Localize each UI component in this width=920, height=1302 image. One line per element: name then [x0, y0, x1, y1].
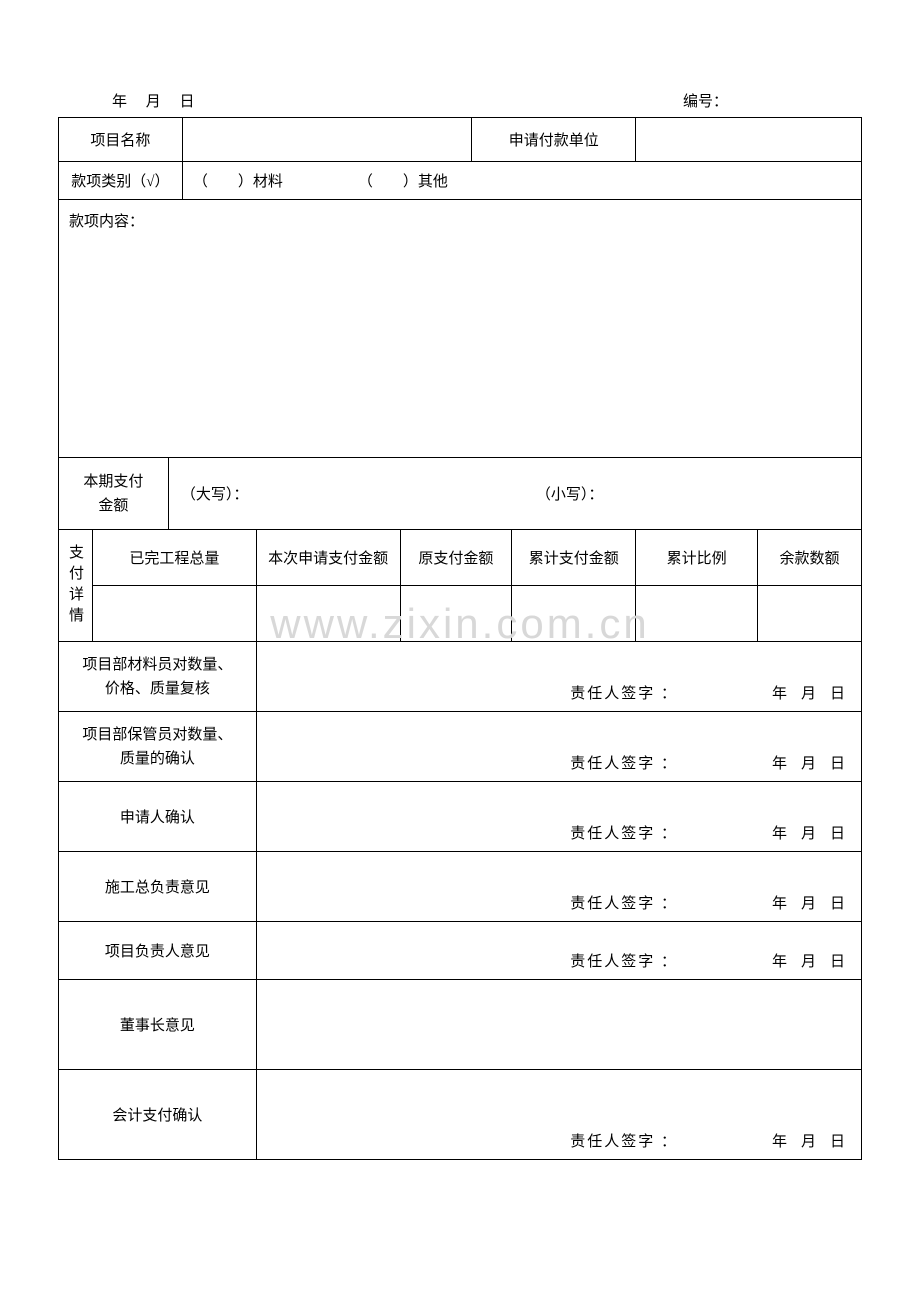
row-approval-7: 会计支付确认 责任人签字 ： 年 月 日 [59, 1070, 862, 1160]
details-val3[interactable] [400, 586, 512, 642]
row-category: 款项类别（√） （ ）材料 （ ）其他 [59, 162, 862, 200]
sig-day: 日 [830, 822, 845, 843]
approval-5-label: 项目负责人意见 [59, 922, 257, 980]
sig-label: 责任人签字 ： [570, 1130, 678, 1151]
approval-6-sig[interactable] [256, 980, 861, 1070]
approval-7-sig[interactable]: 责任人签字 ： 年 月 日 [256, 1070, 861, 1160]
sig-month: 月 [801, 892, 816, 913]
approval-2-label: 项目部保管员对数量、 质量的确认 [59, 712, 257, 782]
approval-1-line1: 项目部材料员对数量、 [65, 653, 250, 677]
sig-day: 日 [830, 1130, 845, 1151]
row-approval-1: 项目部材料员对数量、 价格、质量复核 责任人签字 ： 年 月 日 [59, 642, 862, 712]
approval-1-line2: 价格、质量复核 [65, 677, 250, 701]
row-amount: 本期支付 金额 （大写）： （小写）： [59, 458, 862, 530]
approval-4-sig[interactable]: 责任人签字 ： 年 月 日 [256, 852, 861, 922]
sig-day: 日 [830, 752, 845, 773]
project-name-label: 项目名称 [59, 118, 183, 162]
details-header: 支付详情 [59, 530, 93, 642]
approval-3-label: 申请人确认 [59, 782, 257, 852]
details-val4[interactable] [512, 586, 636, 642]
daxie-label: （大写）： [181, 487, 249, 503]
header-date: 年 月 日 [62, 90, 195, 111]
content-label: 款项内容： [69, 214, 144, 230]
approval-2-line2: 质量的确认 [65, 747, 250, 771]
serial-label: 编号： [683, 94, 728, 110]
approval-6-label: 董事长意见 [59, 980, 257, 1070]
day-label: 日 [180, 94, 195, 110]
sig-year: 年 [772, 1130, 787, 1151]
sig-day: 日 [830, 950, 845, 971]
amount-label-line2: 金额 [65, 494, 162, 518]
row-approval-4: 施工总负责意见 责任人签字 ： 年 月 日 [59, 852, 862, 922]
sig-label: 责任人签字 ： [570, 892, 678, 913]
details-val1[interactable] [93, 586, 257, 642]
row-approval-2: 项目部保管员对数量、 质量的确认 责任人签字 ： 年 月 日 [59, 712, 862, 782]
header-serial: 编号： [683, 90, 858, 111]
apply-unit-value[interactable] [636, 118, 862, 162]
sig-year: 年 [772, 822, 787, 843]
details-col4: 累计支付金额 [512, 530, 636, 586]
sig-day: 日 [830, 892, 845, 913]
sig-year: 年 [772, 892, 787, 913]
approval-2-line1: 项目部保管员对数量、 [65, 723, 250, 747]
row-project: 项目名称 申请付款单位 [59, 118, 862, 162]
content-cell[interactable]: 款项内容： [59, 200, 862, 458]
sig-month: 月 [801, 822, 816, 843]
sig-month: 月 [801, 752, 816, 773]
approval-3-sig[interactable]: 责任人签字 ： 年 月 日 [256, 782, 861, 852]
year-label: 年 [112, 94, 127, 110]
approval-4-label: 施工总负责意见 [59, 852, 257, 922]
details-col3: 原支付金额 [400, 530, 512, 586]
header-row: 年 月 日 编号： [58, 90, 862, 111]
approval-5-sig[interactable]: 责任人签字 ： 年 月 日 [256, 922, 861, 980]
amount-value[interactable]: （大写）： （小写）： [168, 458, 861, 530]
sig-month: 月 [801, 950, 816, 971]
xiaoxie-label: （小写）： [536, 487, 604, 503]
details-val5[interactable] [636, 586, 758, 642]
sig-month: 月 [801, 682, 816, 703]
category-label: 款项类别（√） [59, 162, 183, 200]
row-approval-5: 项目负责人意见 责任人签字 ： 年 月 日 [59, 922, 862, 980]
sig-label: 责任人签字 ： [570, 950, 678, 971]
apply-unit-label: 申请付款单位 [472, 118, 636, 162]
row-details-header: 支付详情 已完工程总量 本次申请支付金额 原支付金额 累计支付金额 累计比例 余… [59, 530, 862, 586]
sig-label: 责任人签字 ： [570, 752, 678, 773]
row-details-values [59, 586, 862, 642]
sig-label: 责任人签字 ： [570, 682, 678, 703]
details-col5: 累计比例 [636, 530, 758, 586]
sig-label: 责任人签字 ： [570, 822, 678, 843]
category-options[interactable]: （ ）材料 （ ）其他 [182, 162, 861, 200]
approval-1-label: 项目部材料员对数量、 价格、质量复核 [59, 642, 257, 712]
approval-2-sig[interactable]: 责任人签字 ： 年 月 日 [256, 712, 861, 782]
details-col1: 已完工程总量 [93, 530, 257, 586]
row-approval-6: 董事长意见 [59, 980, 862, 1070]
row-approval-3: 申请人确认 责任人签字 ： 年 月 日 [59, 782, 862, 852]
option-material: （ ）材料 [193, 174, 283, 190]
details-val2[interactable] [256, 586, 400, 642]
amount-label-line1: 本期支付 [65, 470, 162, 494]
month-label: 月 [146, 94, 161, 110]
details-val6[interactable] [758, 586, 862, 642]
row-content: 款项内容： [59, 200, 862, 458]
approval-1-sig[interactable]: 责任人签字 ： 年 月 日 [256, 642, 861, 712]
sig-year: 年 [772, 752, 787, 773]
details-col2: 本次申请支付金额 [256, 530, 400, 586]
sig-day: 日 [830, 682, 845, 703]
project-name-value[interactable] [182, 118, 472, 162]
amount-label: 本期支付 金额 [59, 458, 169, 530]
approval-7-label: 会计支付确认 [59, 1070, 257, 1160]
sig-year: 年 [772, 950, 787, 971]
option-other: （ ）其他 [358, 174, 448, 190]
form-table: 项目名称 申请付款单位 款项类别（√） （ ）材料 （ ）其他 款项内容： 本期… [58, 117, 862, 1160]
details-col6: 余款数额 [758, 530, 862, 586]
sig-month: 月 [801, 1130, 816, 1151]
sig-year: 年 [772, 682, 787, 703]
